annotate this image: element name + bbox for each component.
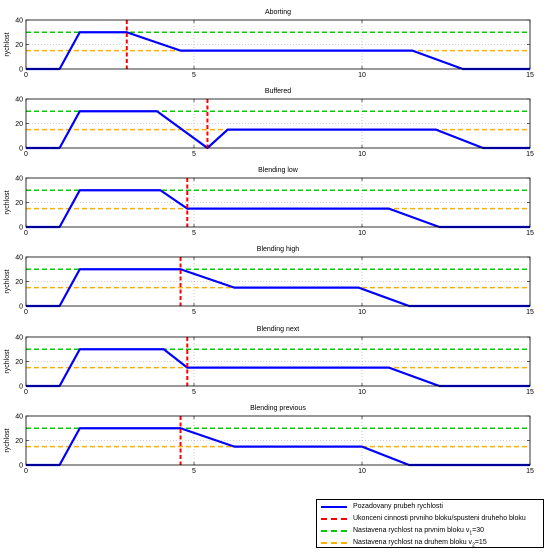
- y-tick-label: 40: [15, 176, 23, 183]
- x-tick-label: 15: [526, 230, 534, 237]
- subplot-title: Blending high: [257, 246, 300, 253]
- x-tick-label: 10: [358, 72, 366, 79]
- legend-label-marker: Ukonceni cinnosti prvniho bloku/spusteni…: [353, 515, 526, 522]
- x-tick-label: 15: [526, 389, 534, 396]
- y-tick-label: 20: [15, 200, 23, 207]
- y-axis-label: rychlost: [4, 32, 11, 56]
- y-tick-label: 40: [15, 414, 23, 421]
- y-tick-label: 40: [15, 255, 23, 262]
- x-tick-label: 10: [358, 230, 366, 237]
- x-tick-label: 15: [526, 72, 534, 79]
- legend-label-v1-sub: 1: [469, 530, 473, 537]
- x-tick-label: 0: [24, 389, 28, 396]
- speed-profile-line: [26, 268, 530, 308]
- legend-label-v1-tail: =30: [472, 527, 484, 534]
- legend-swatch-v2: [321, 542, 347, 544]
- y-tick-label: 0: [19, 463, 23, 470]
- legend-label-v1: Nastavena rychlost na prvnim bloku v1=30: [353, 525, 484, 539]
- x-tick-label: 0: [24, 72, 28, 79]
- y-tick-label: 0: [19, 146, 23, 153]
- y-tick-label: 20: [15, 121, 23, 128]
- x-tick-label: 10: [358, 468, 366, 475]
- y-tick-label: 0: [19, 225, 23, 232]
- legend-label-v2-tail: =15: [474, 539, 487, 546]
- x-tick-label: 15: [526, 468, 534, 475]
- y-axis-label: rychlost: [4, 349, 11, 373]
- legend: Pozadovany prubeh rychlosti Ukonceni cin…: [316, 499, 544, 548]
- subplot-3: 0 5 10 15 0 20 40 Blending low rychlost: [4, 167, 534, 237]
- legend-label-v2-text: Nastavena rychlost na druhem bloku v: [353, 539, 473, 546]
- subplot-6: 0 5 10 15 0 20 40 Blending previous rychlost: [4, 405, 534, 475]
- y-tick-label: 40: [15, 335, 23, 342]
- x-tick-label: 15: [526, 309, 534, 316]
- x-tick-label: 10: [358, 151, 366, 158]
- legend-label-v2: Nastavena rychlost na druhem bloku v2=15: [353, 537, 487, 551]
- x-tick-label: 5: [192, 468, 196, 475]
- x-tick-label: 5: [192, 230, 196, 237]
- x-tick-label: 5: [192, 151, 196, 158]
- y-axis-label: rychlost: [4, 190, 11, 214]
- legend-label-v1-text: Nastavena rychlost na prvnim bloku v: [353, 527, 470, 534]
- legend-label-profile: Pozadovany prubeh rychlosti: [353, 503, 443, 510]
- legend-entry-profile: Pozadovany prubeh rychlosti: [317, 501, 543, 513]
- legend-entry-v1: Nastavena rychlost na prvnim bloku v1=30: [317, 525, 543, 537]
- y-tick-label: 0: [19, 67, 23, 74]
- x-tick-label: 5: [192, 72, 196, 79]
- legend-swatch-marker: [321, 518, 347, 520]
- x-tick-label: 0: [24, 230, 28, 237]
- y-axis-label: rychlost: [4, 428, 11, 452]
- subplot-2: 0 5 10 15 0 20 40 Buffered: [15, 88, 534, 158]
- subplot-title: Blending previous: [250, 405, 306, 412]
- y-tick-label: 20: [15, 438, 23, 445]
- speed-profile-line: [26, 31, 530, 71]
- y-tick-label: 20: [15, 359, 23, 366]
- x-tick-label: 10: [358, 309, 366, 316]
- x-tick-label: 5: [192, 309, 196, 316]
- y-tick-label: 40: [15, 18, 23, 25]
- y-tick-label: 20: [15, 42, 23, 49]
- legend-swatch-profile: [321, 506, 347, 508]
- y-tick-label: 20: [15, 279, 23, 286]
- subplot-title: Blending low: [258, 167, 299, 174]
- y-axis-label: rychlost: [4, 269, 11, 293]
- legend-swatch-v1: [321, 530, 347, 532]
- y-tick-label: 0: [19, 384, 23, 391]
- subplot-title: Buffered: [265, 88, 291, 95]
- speed-profile-line: [26, 348, 530, 388]
- y-tick-label: 0: [19, 304, 23, 311]
- legend-entry-marker: Ukonceni cinnosti prvniho bloku/spusteni…: [317, 513, 543, 525]
- subplot-1: 0 5 10 15 0 20 40 Aborting rychlost: [4, 9, 534, 79]
- x-tick-label: 0: [24, 468, 28, 475]
- y-tick-label: 40: [15, 97, 23, 104]
- subplot-4: 0 5 10 15 0 20 40 Blending high rychlost: [4, 246, 534, 316]
- x-tick-label: 10: [358, 389, 366, 396]
- speed-profile-line: [26, 189, 530, 229]
- subplot-5: 0 5 10 15 0 20 40 Blending next rychlost: [4, 326, 534, 396]
- speed-profile-line: [26, 427, 530, 467]
- x-tick-label: 5: [192, 389, 196, 396]
- subplot-title: Aborting: [265, 9, 291, 16]
- legend-label-v2-sub: 2: [472, 542, 475, 549]
- x-tick-label: 0: [24, 309, 28, 316]
- legend-entry-v2: Nastavena rychlost na druhem bloku v2=15: [317, 537, 543, 549]
- x-tick-label: 0: [24, 151, 28, 158]
- x-tick-label: 15: [526, 151, 534, 158]
- subplot-title: Blending next: [257, 326, 299, 333]
